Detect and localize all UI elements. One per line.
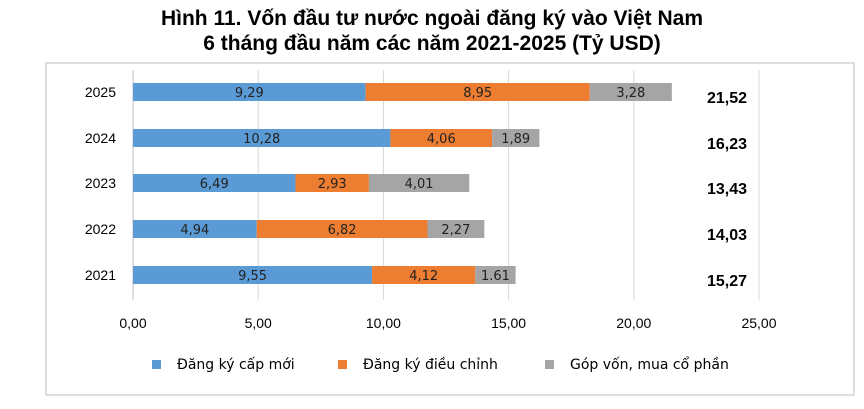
x-tick-label-5: 25,00 xyxy=(741,315,776,331)
bar-2025-series-2 xyxy=(589,83,672,101)
bar-2024-series-0 xyxy=(133,129,391,147)
legend-swatch-0 xyxy=(152,360,161,369)
total-label-2023: 13,43 xyxy=(707,181,747,198)
data-label-2021-series-0: 9,55 xyxy=(238,269,267,284)
bar-2022-series-0 xyxy=(133,220,257,238)
data-label-2025-series-2: 3,28 xyxy=(616,86,645,101)
x-tick-label-3: 15,00 xyxy=(491,315,526,331)
x-tick-label-4: 20,00 xyxy=(616,315,651,331)
category-label-2025: 2025 xyxy=(85,84,116,100)
bar-2024-series-2 xyxy=(492,129,540,147)
data-label-2023-series-0: 6,49 xyxy=(200,177,229,192)
bar-2021-series-2 xyxy=(475,266,516,284)
x-tick-label-0: 0,00 xyxy=(119,315,146,331)
total-label-2024: 16,23 xyxy=(707,136,747,153)
category-label-2024: 2024 xyxy=(85,130,116,146)
data-label-2024-series-0: 10,28 xyxy=(243,132,280,147)
legend: Đăng ký cấp mới Đăng ký điều chỉnh Góp vốn… xyxy=(152,356,729,373)
data-label-2023-series-2: 4,01 xyxy=(405,177,434,192)
category-label-2022: 2022 xyxy=(85,221,116,237)
bars xyxy=(133,83,672,284)
bar-2022-series-2 xyxy=(427,220,485,238)
data-label-2024-series-1: 4,06 xyxy=(427,132,456,147)
legend-label-1: Đăng ký điều chỉnh xyxy=(363,356,498,373)
data-label-2022-series-0: 4,94 xyxy=(180,223,209,238)
legend-swatch-1 xyxy=(338,360,347,369)
total-labels: 21,52 16,23 13,43 14,03 15,27 xyxy=(707,90,747,290)
bar-2023-series-2 xyxy=(368,174,470,192)
chart-title: Hình 11. Vốn đầu tư nước ngoài đăng ký v… xyxy=(0,6,864,56)
data-label-2024-series-2: 1,89 xyxy=(501,132,530,147)
bar-2022-series-1 xyxy=(256,220,428,238)
total-label-2021: 15,27 xyxy=(707,273,747,290)
bar-2024-series-1 xyxy=(390,129,493,147)
bar-2023-series-1 xyxy=(295,174,369,192)
data-label-2022-series-2: 2,27 xyxy=(441,223,470,238)
category-label-2021: 2021 xyxy=(85,267,116,283)
x-tick-label-1: 5,00 xyxy=(245,315,272,331)
category-label-2023: 2023 xyxy=(85,175,116,191)
bar-2021-series-0 xyxy=(133,266,373,284)
data-label-2022-series-1: 6,82 xyxy=(328,223,357,238)
bar-2023-series-0 xyxy=(133,174,296,192)
chart-title-line-1: Hình 11. Vốn đầu tư nước ngoài đăng ký v… xyxy=(160,7,704,30)
data-label-2025-series-0: 9,29 xyxy=(235,86,264,101)
category-labels: 2025 2024 2023 2022 2021 xyxy=(85,84,116,283)
total-label-2022: 14,03 xyxy=(707,227,747,244)
data-labels: 9,29 8,95 3,28 10,28 4,06 1,89 6,49 2,93 4,01 4,9… xyxy=(180,86,645,284)
chart-title-line-2: 6 tháng đầu năm các năm 2021-2025 (Tỷ US… xyxy=(203,32,661,55)
data-label-2021-series-1: 4,12 xyxy=(409,269,438,284)
legend-label-0: Đăng ký cấp mới xyxy=(177,357,295,373)
bar-2025-series-1 xyxy=(365,83,590,101)
x-tick-label-2: 10,00 xyxy=(366,315,401,331)
data-label-2023-series-1: 2,93 xyxy=(318,177,347,192)
x-axis: 0,00 5,00 10,00 15,00 20,00 25,00 xyxy=(119,315,776,331)
bar-2025-series-0 xyxy=(133,83,366,101)
data-label-2021-series-2: 1.61 xyxy=(481,269,510,284)
legend-swatch-2 xyxy=(545,360,554,369)
total-label-2025: 21,52 xyxy=(707,90,747,107)
bar-2021-series-1 xyxy=(372,266,476,284)
legend-label-2: Góp vốn, mua cổ phần xyxy=(570,356,729,373)
data-label-2025-series-1: 8,95 xyxy=(463,86,492,101)
